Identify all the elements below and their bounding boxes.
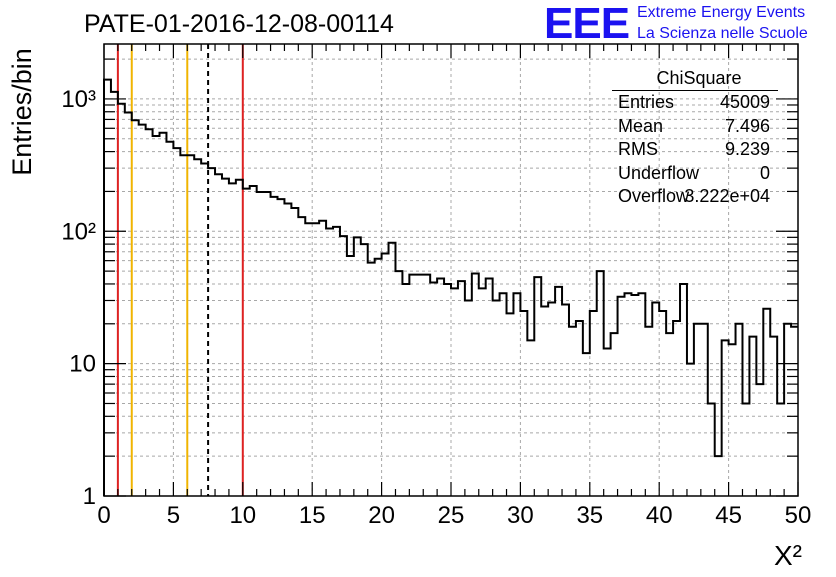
eee-brand: EEE Extreme Energy Events La Scienza nel… bbox=[544, 2, 834, 46]
x-tick-label: 0 bbox=[97, 502, 110, 529]
x-tick-label: 20 bbox=[368, 502, 395, 529]
x-tick-label: 30 bbox=[507, 502, 534, 529]
x-tick-label: 45 bbox=[715, 502, 742, 529]
stats-value: 9.239 bbox=[724, 139, 770, 159]
stats-row-underflow: Underflow 0 bbox=[612, 162, 778, 186]
x-tick-label: 50 bbox=[785, 502, 812, 529]
chart-title: PATE-01-2016-12-08-00114 bbox=[84, 10, 394, 38]
x-tick-label: 25 bbox=[438, 502, 465, 529]
eee-logo: EEE bbox=[544, 0, 630, 48]
stats-title: ChiSquare bbox=[612, 66, 778, 91]
axes bbox=[103, 43, 799, 497]
stats-label: RMS bbox=[618, 139, 658, 159]
stats-label: Mean bbox=[618, 115, 664, 136]
tick-labels: 0 5 10 15 20 25 30 35 40 45 50 1 10 10² 10³ bbox=[61, 86, 811, 529]
histogram-series bbox=[103, 78, 798, 496]
stats-label: Underflow bbox=[618, 162, 700, 183]
x-tick-label: 10 bbox=[229, 502, 256, 529]
stats-label: Overflow bbox=[618, 186, 690, 206]
stats-row-entries: Entries 45009 bbox=[612, 91, 778, 115]
brand-line-1: Extreme Energy Events bbox=[637, 4, 806, 21]
stats-row-mean: Mean 7.496 bbox=[612, 115, 778, 139]
brand-line-2: La Scienza nelle Scuole bbox=[637, 25, 808, 42]
y-axis-label: Entries/bin bbox=[7, 48, 37, 176]
stats-value: 0 bbox=[759, 162, 770, 183]
x-tick-label: 5 bbox=[167, 502, 180, 529]
y-tick-label: 10³ bbox=[61, 86, 96, 113]
x-tick-label: 40 bbox=[646, 502, 673, 529]
marker-lines bbox=[116, 44, 244, 496]
stats-value: 45009 bbox=[719, 92, 770, 112]
y-tick-label: 1 bbox=[83, 483, 96, 510]
x-tick-label: 35 bbox=[576, 502, 603, 529]
stats-value: 7.496 bbox=[724, 115, 770, 136]
x-tick-label: 15 bbox=[299, 502, 326, 529]
stats-label: Entries bbox=[618, 92, 675, 112]
x-axis-label: X² bbox=[774, 540, 802, 571]
stats-value: 3.222e+04 bbox=[684, 186, 770, 206]
y-tick-label: 10 bbox=[69, 351, 96, 378]
y-tick-label: 10² bbox=[61, 218, 96, 245]
grid-lines bbox=[104, 44, 798, 496]
stats-box: ChiSquare Entries 45009 Mean 7.496 RMS 9… bbox=[612, 66, 778, 209]
histogram-outline bbox=[103, 78, 798, 496]
stats-row-rms: RMS 9.239 bbox=[612, 138, 778, 162]
stats-row-overflow: Overflow 3.222e+04 bbox=[612, 185, 778, 209]
